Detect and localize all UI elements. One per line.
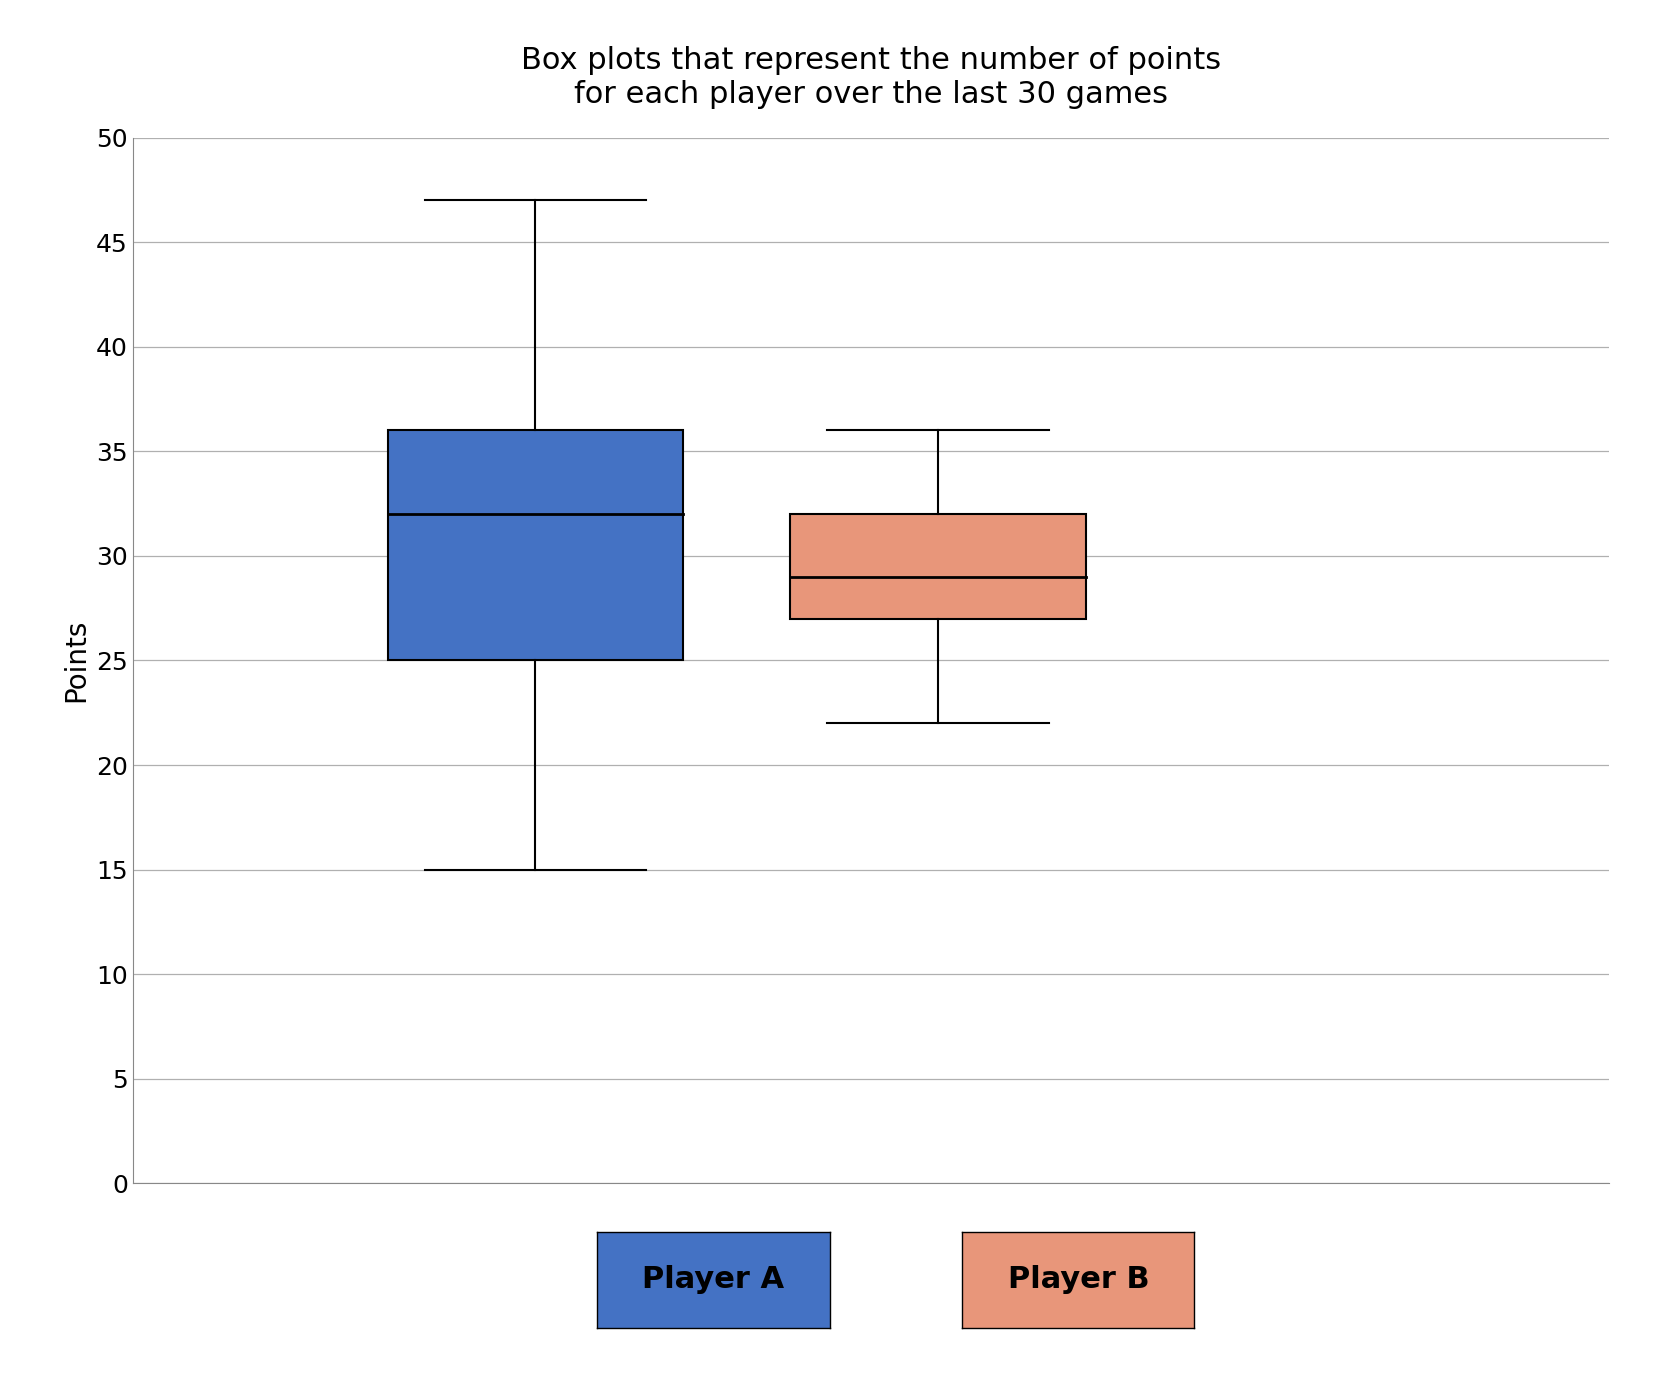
Y-axis label: Points: Points xyxy=(63,619,91,702)
Title: Box plots that represent the number of points
for each player over the last 30 g: Box plots that represent the number of p… xyxy=(521,47,1221,109)
Text: Player A: Player A xyxy=(642,1265,785,1295)
Text: Player B: Player B xyxy=(1007,1265,1150,1295)
Bar xyxy=(388,431,684,660)
Bar xyxy=(790,515,1085,619)
